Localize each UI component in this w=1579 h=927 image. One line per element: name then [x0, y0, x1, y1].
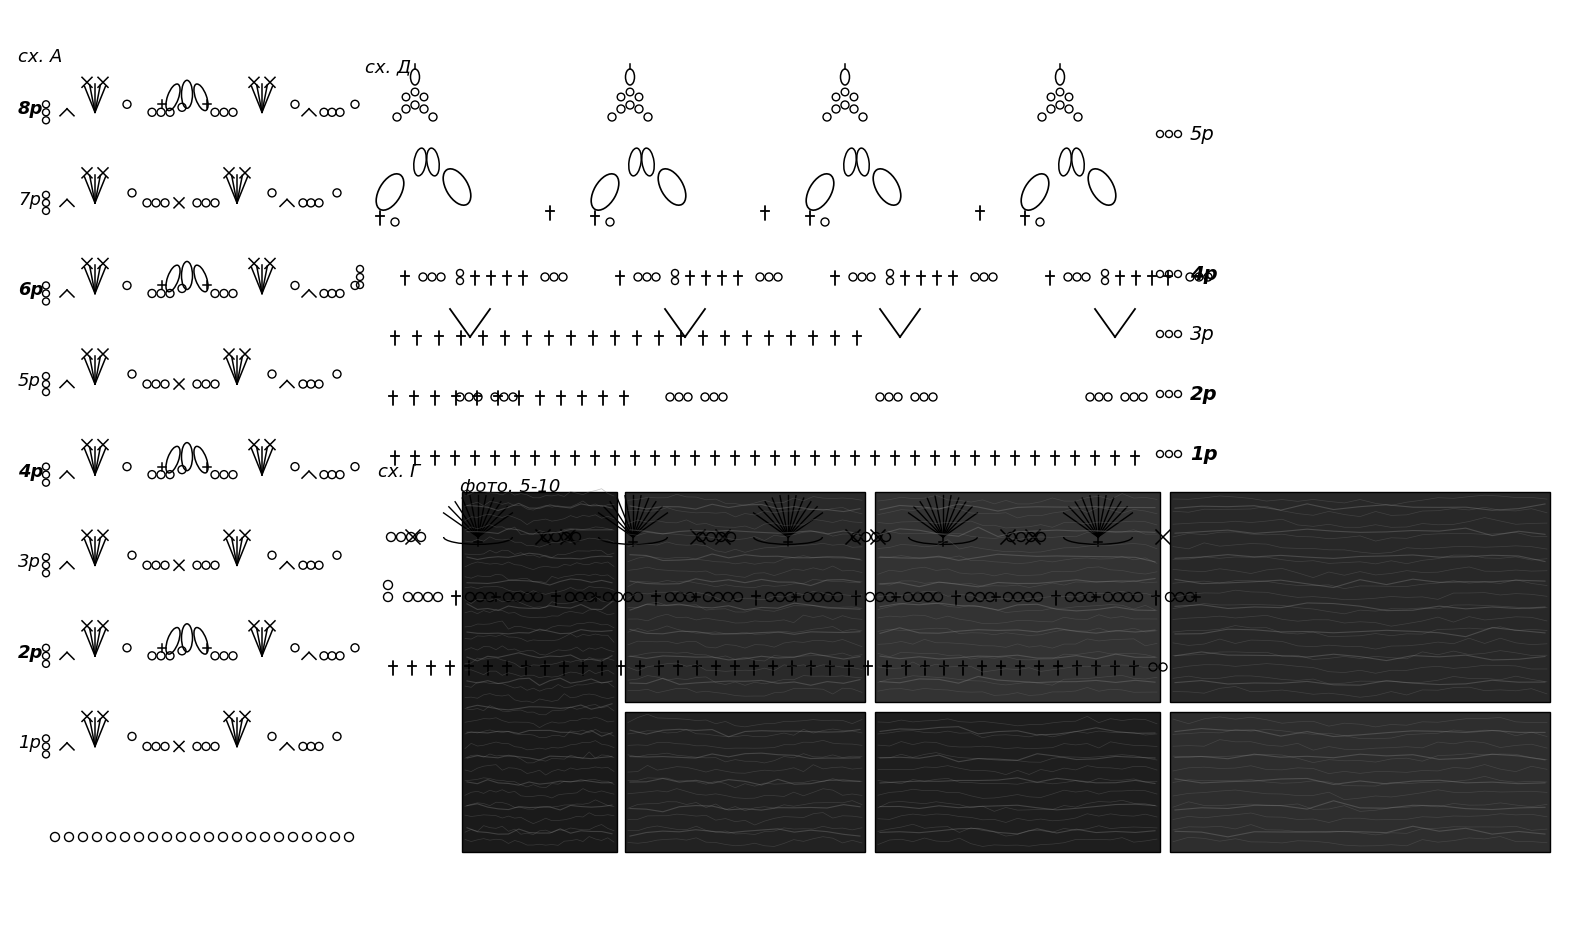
Bar [875, 492, 1161, 703]
Text: сх. Д: сх. Д [365, 57, 411, 76]
Bar [625, 712, 865, 852]
Text: 2р: 2р [1191, 385, 1217, 404]
Bar [875, 712, 1161, 852]
Text: 7р: 7р [17, 191, 41, 209]
Text: 4р: 4р [17, 463, 43, 480]
Text: 5р: 5р [1191, 125, 1214, 145]
Text: фото. 5-10: фото. 5-10 [459, 477, 561, 495]
Text: сх. Г: сх. Г [377, 463, 420, 480]
Text: 4р: 4р [1191, 265, 1217, 285]
Text: 1р: 1р [1191, 445, 1217, 464]
Bar [1170, 712, 1551, 852]
Text: 8р: 8р [17, 100, 43, 118]
Bar [463, 492, 617, 852]
Text: 2р: 2р [17, 643, 43, 661]
Bar [625, 492, 865, 703]
Text: 3р: 3р [17, 552, 41, 571]
Text: 1р: 1р [17, 733, 41, 752]
Text: 5р: 5р [17, 372, 41, 389]
Text: сх. А: сх. А [17, 48, 63, 66]
Text: 6р: 6р [17, 281, 43, 299]
Bar [1170, 492, 1551, 703]
Text: 3р: 3р [1191, 325, 1214, 344]
